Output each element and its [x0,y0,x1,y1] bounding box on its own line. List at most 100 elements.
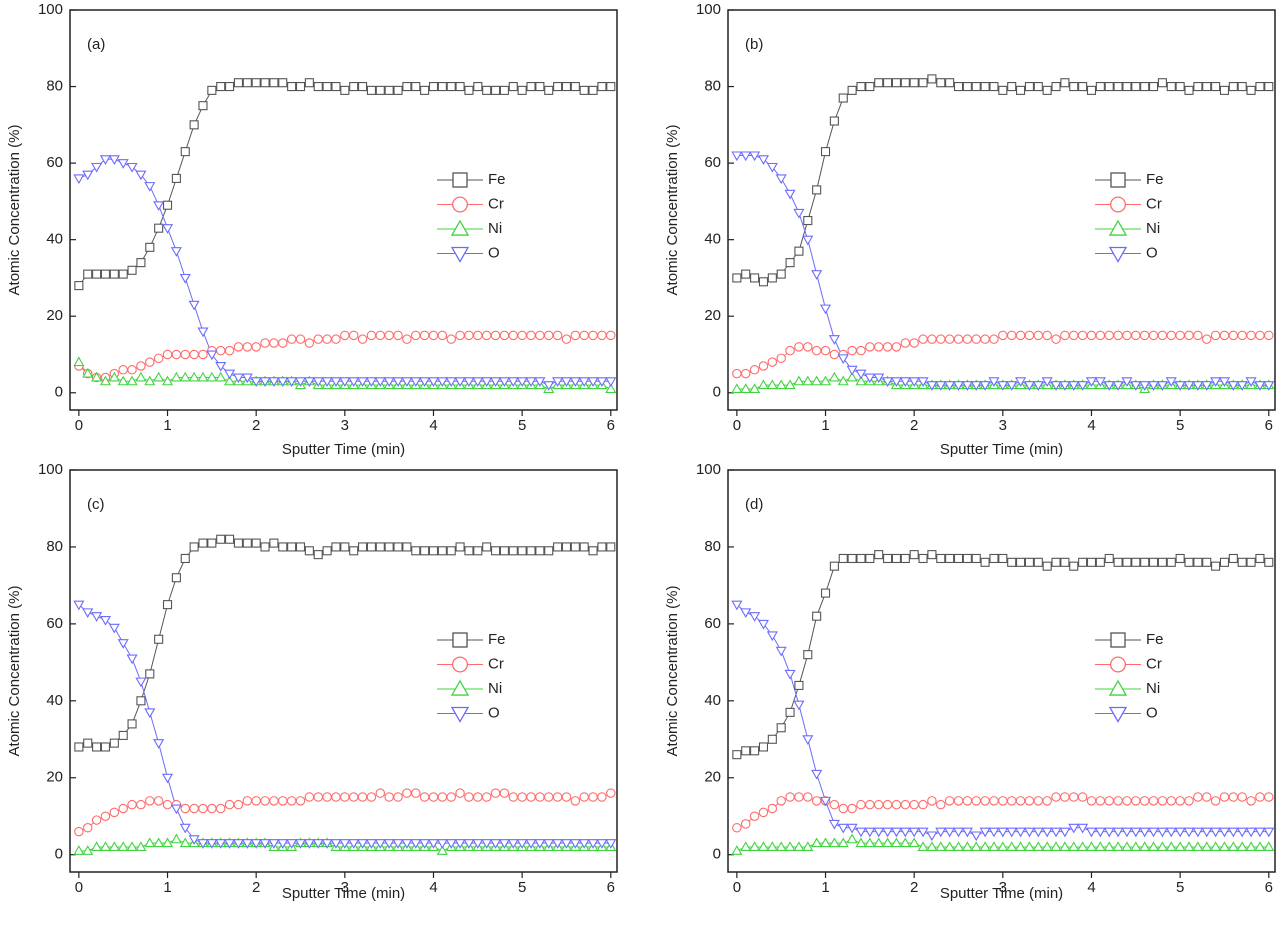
marker [1121,841,1133,851]
marker [829,799,840,810]
marker [287,82,297,92]
marker [1051,82,1061,92]
marker [873,799,884,810]
marker [303,839,315,849]
marker [855,827,867,838]
marker [944,827,956,838]
marker [909,338,919,348]
marker [776,796,786,806]
marker [917,827,929,838]
marker [865,342,875,352]
marker [980,557,990,567]
marker [224,839,236,849]
marker [374,377,386,388]
marker [758,742,769,752]
marker [1113,557,1123,567]
marker [82,823,93,833]
marker [900,338,911,348]
marker [980,82,990,92]
marker [340,792,350,802]
marker [971,553,981,564]
y-axis-label: Atomic Concentration (%) [6,125,23,296]
marker [1032,381,1044,391]
marker [321,377,333,388]
marker [171,349,182,360]
marker [525,377,537,388]
marker [1255,792,1265,802]
marker [1175,553,1185,564]
marker [882,799,893,810]
marker [241,373,253,384]
marker [918,799,928,810]
marker [793,841,805,851]
legend-label: Cr [488,655,504,672]
marker [365,839,377,849]
marker [525,839,537,849]
marker [1245,841,1257,851]
marker [225,82,235,92]
x-tick-label: 4 [429,879,437,896]
marker [250,377,262,388]
marker [1024,557,1034,567]
x-tick-label: 1 [163,417,171,434]
marker [784,841,796,851]
marker [216,82,226,92]
marker [331,542,341,552]
marker [793,208,805,219]
x-tick-label: 0 [75,417,83,434]
marker [419,792,430,802]
marker [179,837,191,848]
marker [811,345,822,356]
marker [1201,381,1213,391]
marker [1033,330,1044,341]
marker [900,78,910,88]
marker [900,553,910,564]
marker [339,839,351,849]
marker [145,242,155,252]
marker [295,542,306,552]
marker [1131,557,1141,567]
marker [498,377,510,388]
marker [1254,381,1266,391]
marker [517,330,527,341]
marker [856,799,866,810]
marker [890,377,902,388]
marker [1077,381,1089,391]
marker [1016,85,1026,95]
marker [731,600,743,611]
marker [161,224,174,234]
plot-frame [727,9,1276,411]
x-axis-label: Sputter Time (min) [940,885,1063,902]
marker [1015,377,1027,388]
marker [570,796,581,806]
legend-label: Ni [488,220,502,237]
marker [820,588,831,598]
marker [732,368,742,379]
marker [1051,557,1061,567]
marker [357,334,368,344]
marker [988,827,1000,838]
marker [952,381,965,391]
marker [473,82,483,92]
marker [215,371,227,382]
marker [455,82,465,92]
marker [499,85,509,95]
marker [92,269,102,279]
y-tick-label: 40 [46,231,63,248]
marker [294,839,307,849]
marker [127,365,137,375]
y-tick-label: 80 [46,78,63,95]
marker [1024,330,1035,341]
marker [1006,796,1017,806]
marker [136,799,146,810]
marker [331,334,341,344]
marker [1147,841,1160,851]
marker [419,839,431,849]
marker [1085,377,1098,388]
marker [1130,841,1142,851]
marker [998,553,1008,564]
marker [108,371,120,382]
marker [561,334,572,344]
marker [260,796,270,806]
marker [1095,557,1105,567]
